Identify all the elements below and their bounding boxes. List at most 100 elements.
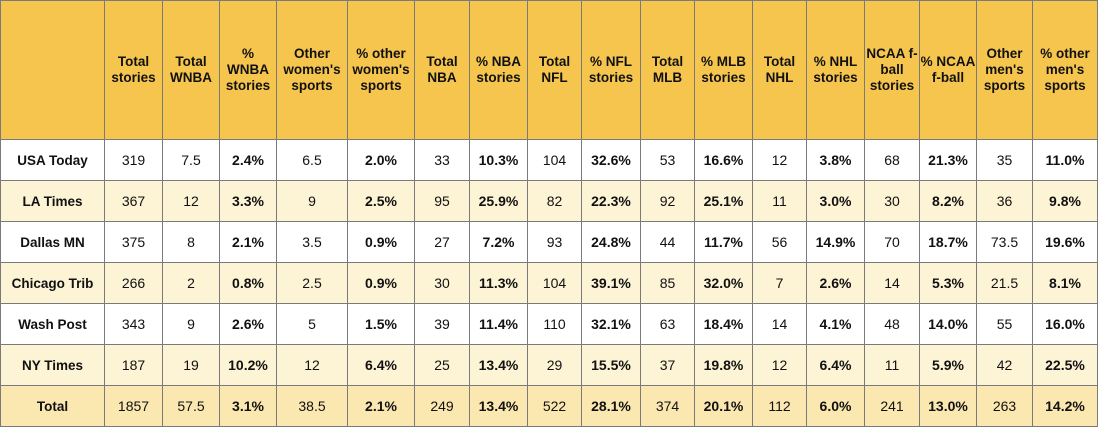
cell-pct-nba-stories: 10.3%	[469, 139, 528, 181]
row-label: Chicago Trib	[0, 262, 105, 304]
cell-total-nfl: 522	[527, 385, 582, 427]
table-row-total: Total 1857 57.5 3.1% 38.5 2.1% 249 13.4% 522 28.1…	[0, 385, 1098, 427]
cell-other-women-s-sports: 3.5	[276, 221, 348, 263]
column-header-pct-wnba-stories: % WNBA stories	[219, 0, 277, 140]
cell-pct-other-women-s-sports: 2.0%	[347, 139, 415, 181]
cell-pct-nfl-stories: 15.5%	[581, 344, 641, 386]
cell-other-men-s-sports: 36	[976, 180, 1033, 222]
cell-pct-ncaa-f-ball: 13.0%	[919, 385, 977, 427]
cell-pct-other-women-s-sports: 2.5%	[347, 180, 415, 222]
column-header-total-stories: Total stories	[104, 0, 163, 140]
cell-total-nfl: 29	[527, 344, 582, 386]
cell-ncaa-f-ball-stories: 14	[864, 262, 920, 304]
cell-other-men-s-sports: 42	[976, 344, 1033, 386]
cell-total-mlb: 374	[640, 385, 695, 427]
row-label: Wash Post	[0, 303, 105, 345]
table-row-chicago-trib: Chicago Trib 266 2 0.8% 2.5 0.9% 30 11.3% 104 39.…	[0, 262, 1098, 304]
cell-total-nfl: 104	[527, 262, 582, 304]
cell-pct-nfl-stories: 24.8%	[581, 221, 641, 263]
cell-ncaa-f-ball-stories: 30	[864, 180, 920, 222]
column-header-total-nfl: Total NFL	[527, 0, 582, 140]
cell-total-wnba: 57.5	[162, 385, 220, 427]
row-label: NY Times	[0, 344, 105, 386]
cell-other-women-s-sports: 2.5	[276, 262, 348, 304]
table-row-ny-times: NY Times 187 19 10.2% 12 6.4% 25 13.4% 29 15.5% 37…	[0, 344, 1098, 386]
cell-total-mlb: 63	[640, 303, 695, 345]
cell-total-wnba: 8	[162, 221, 220, 263]
cell-total-stories: 375	[104, 221, 163, 263]
cell-pct-wnba-stories: 2.1%	[219, 221, 277, 263]
cell-pct-other-men-s-sports: 8.1%	[1032, 262, 1098, 304]
cell-total-nfl: 104	[527, 139, 582, 181]
cell-total-mlb: 53	[640, 139, 695, 181]
column-header-total-wnba: Total WNBA	[162, 0, 220, 140]
cell-total-nfl: 82	[527, 180, 582, 222]
cell-pct-other-men-s-sports: 16.0%	[1032, 303, 1098, 345]
column-header-total-nhl: Total NHL	[752, 0, 807, 140]
column-header-pct-mlb-stories: % MLB stories	[694, 0, 753, 140]
cell-other-women-s-sports: 12	[276, 344, 348, 386]
cell-total-nba: 30	[414, 262, 470, 304]
column-header-total-nba: Total NBA	[414, 0, 470, 140]
cell-total-nba: 27	[414, 221, 470, 263]
column-header-total-mlb: Total MLB	[640, 0, 695, 140]
cell-pct-nfl-stories: 39.1%	[581, 262, 641, 304]
cell-total-stories: 343	[104, 303, 163, 345]
cell-pct-wnba-stories: 3.3%	[219, 180, 277, 222]
row-label: Dallas MN	[0, 221, 105, 263]
cell-total-wnba: 12	[162, 180, 220, 222]
cell-total-wnba: 9	[162, 303, 220, 345]
table-row-la-times: LA Times 367 12 3.3% 9 2.5% 95 25.9% 82 22.3% 92 25…	[0, 180, 1098, 222]
row-label: Total	[0, 385, 105, 427]
cell-pct-wnba-stories: 2.4%	[219, 139, 277, 181]
column-header-pct-ncaa-f-ball: % NCAA f-ball	[919, 0, 977, 140]
cell-total-wnba: 2	[162, 262, 220, 304]
cell-pct-mlb-stories: 20.1%	[694, 385, 753, 427]
header-row: Total stories Total WNBA% WNBA stories Oth…	[0, 0, 1098, 140]
cell-pct-ncaa-f-ball: 8.2%	[919, 180, 977, 222]
cell-ncaa-f-ball-stories: 68	[864, 139, 920, 181]
cell-ncaa-f-ball-stories: 70	[864, 221, 920, 263]
table-row-usa-today: USA Today 319 7.5 2.4% 6.5 2.0% 33 10.3% 104 32.6…	[0, 139, 1098, 181]
cell-other-women-s-sports: 6.5	[276, 139, 348, 181]
cell-total-nba: 33	[414, 139, 470, 181]
cell-pct-mlb-stories: 25.1%	[694, 180, 753, 222]
cell-pct-nba-stories: 13.4%	[469, 344, 528, 386]
cell-ncaa-f-ball-stories: 11	[864, 344, 920, 386]
cell-pct-mlb-stories: 32.0%	[694, 262, 753, 304]
cell-pct-mlb-stories: 16.6%	[694, 139, 753, 181]
cell-total-wnba: 7.5	[162, 139, 220, 181]
cell-pct-nba-stories: 25.9%	[469, 180, 528, 222]
cell-total-nhl: 12	[752, 344, 807, 386]
cell-other-men-s-sports: 21.5	[976, 262, 1033, 304]
table-row-wash-post: Wash Post 343 9 2.6% 5 1.5% 39 11.4% 110 32.1% 63 1…	[0, 303, 1098, 345]
cell-pct-other-men-s-sports: 11.0%	[1032, 139, 1098, 181]
cell-ncaa-f-ball-stories: 48	[864, 303, 920, 345]
cell-ncaa-f-ball-stories: 241	[864, 385, 920, 427]
cell-pct-nhl-stories: 2.6%	[806, 262, 865, 304]
row-label: LA Times	[0, 180, 105, 222]
column-header-pct-nba-stories: % NBA stories	[469, 0, 528, 140]
cell-pct-ncaa-f-ball: 18.7%	[919, 221, 977, 263]
column-header-pct-nhl-stories: % NHL stories	[806, 0, 865, 140]
table-row-dallas-mn: Dallas MN 375 8 2.1% 3.5 0.9% 27 7.2% 93 24.8% 44 1…	[0, 221, 1098, 263]
cell-pct-nba-stories: 7.2%	[469, 221, 528, 263]
cell-pct-other-men-s-sports: 14.2%	[1032, 385, 1098, 427]
cell-pct-other-men-s-sports: 22.5%	[1032, 344, 1098, 386]
cell-pct-ncaa-f-ball: 14.0%	[919, 303, 977, 345]
cell-total-nhl: 14	[752, 303, 807, 345]
cell-total-mlb: 85	[640, 262, 695, 304]
cell-pct-nhl-stories: 3.0%	[806, 180, 865, 222]
cell-pct-other-men-s-sports: 19.6%	[1032, 221, 1098, 263]
cell-total-nba: 249	[414, 385, 470, 427]
table-body: USA Today 319 7.5 2.4% 6.5 2.0% 33 10.3% 104 32.6…	[0, 139, 1098, 427]
cell-pct-nfl-stories: 32.6%	[581, 139, 641, 181]
cell-total-stories: 266	[104, 262, 163, 304]
column-header-pct-nfl-stories: % NFL stories	[581, 0, 641, 140]
cell-pct-mlb-stories: 11.7%	[694, 221, 753, 263]
cell-total-stories: 319	[104, 139, 163, 181]
cell-pct-nba-stories: 11.4%	[469, 303, 528, 345]
cell-pct-other-women-s-sports: 6.4%	[347, 344, 415, 386]
cell-total-stories: 1857	[104, 385, 163, 427]
